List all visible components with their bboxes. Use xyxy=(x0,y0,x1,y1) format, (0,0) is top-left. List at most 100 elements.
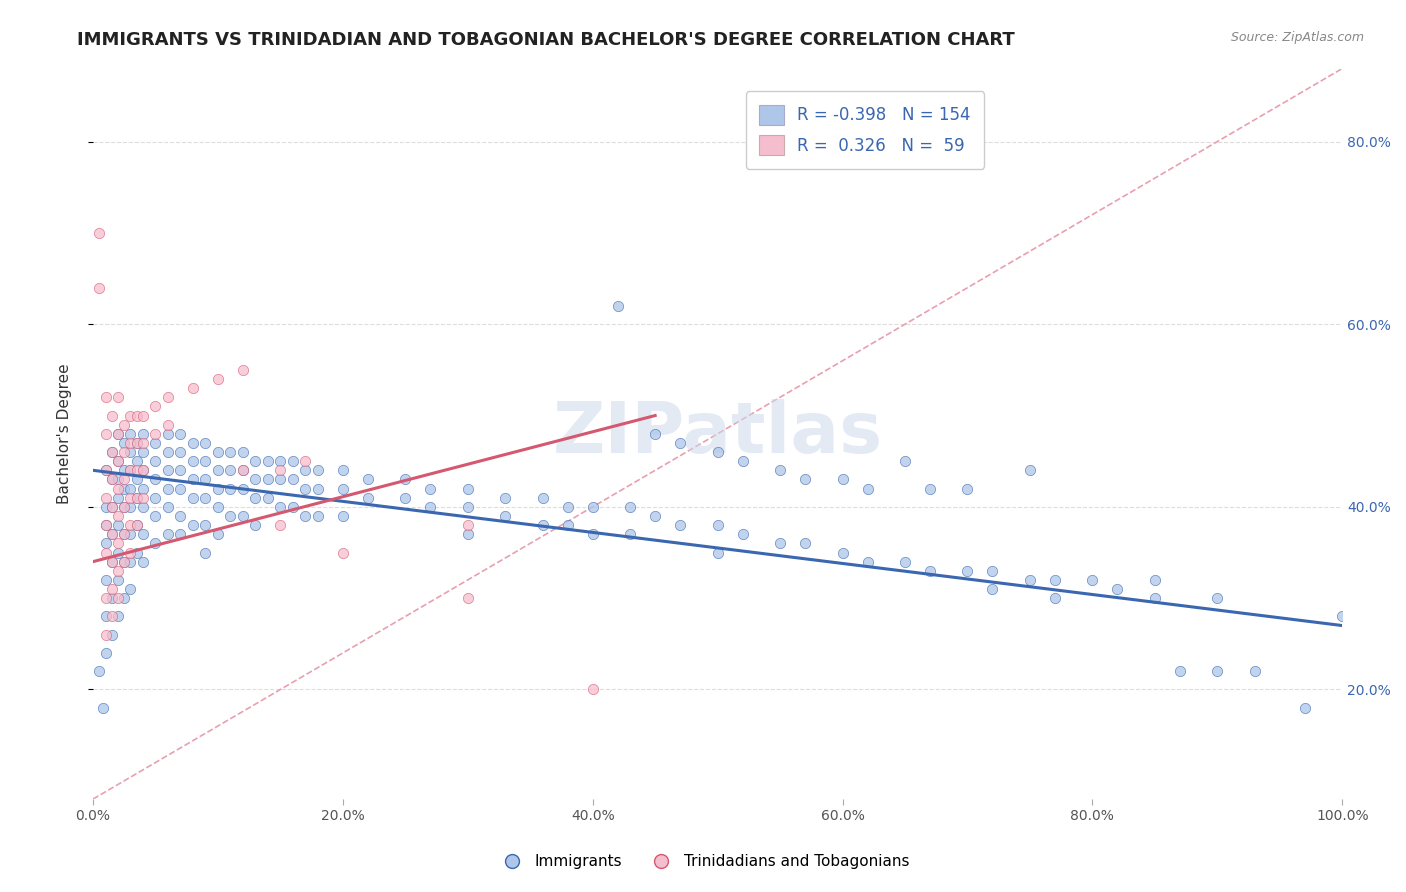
Point xyxy=(794,536,817,550)
Point xyxy=(1294,700,1316,714)
Point xyxy=(956,482,979,496)
Point xyxy=(245,473,267,487)
Point xyxy=(145,426,167,441)
Point xyxy=(706,518,728,533)
Point xyxy=(89,281,111,295)
Point xyxy=(1243,664,1265,678)
Point xyxy=(100,527,122,541)
Point xyxy=(112,555,135,569)
Point xyxy=(1331,609,1354,624)
Point xyxy=(107,454,129,468)
Point xyxy=(918,564,941,578)
Point xyxy=(89,664,111,678)
Point xyxy=(100,555,122,569)
Point xyxy=(120,482,142,496)
Point xyxy=(856,482,879,496)
Point xyxy=(91,700,114,714)
Text: ZIPatlas: ZIPatlas xyxy=(553,400,883,468)
Point xyxy=(207,372,229,386)
Point xyxy=(232,445,254,459)
Point xyxy=(125,409,148,423)
Point xyxy=(232,508,254,523)
Point xyxy=(1143,573,1166,587)
Point xyxy=(112,445,135,459)
Point xyxy=(145,508,167,523)
Point xyxy=(94,545,117,559)
Point xyxy=(457,527,479,541)
Point xyxy=(232,463,254,477)
Point xyxy=(145,400,167,414)
Point xyxy=(120,436,142,450)
Point xyxy=(207,482,229,496)
Point xyxy=(145,436,167,450)
Point xyxy=(1206,591,1229,606)
Point xyxy=(457,500,479,514)
Point xyxy=(194,491,217,505)
Point xyxy=(269,473,291,487)
Point xyxy=(831,545,853,559)
Point xyxy=(332,482,354,496)
Point xyxy=(112,500,135,514)
Point xyxy=(94,573,117,587)
Point xyxy=(294,463,316,477)
Point xyxy=(606,299,628,313)
Point xyxy=(120,545,142,559)
Point xyxy=(457,518,479,533)
Point xyxy=(269,500,291,514)
Point xyxy=(1206,664,1229,678)
Point xyxy=(132,491,155,505)
Point xyxy=(731,454,754,468)
Point xyxy=(132,527,155,541)
Point xyxy=(120,409,142,423)
Point xyxy=(94,591,117,606)
Point xyxy=(107,591,129,606)
Point xyxy=(100,555,122,569)
Point xyxy=(981,564,1004,578)
Point xyxy=(156,500,179,514)
Point xyxy=(112,436,135,450)
Point xyxy=(194,518,217,533)
Point xyxy=(207,445,229,459)
Point xyxy=(94,518,117,533)
Point xyxy=(531,491,554,505)
Point xyxy=(107,564,129,578)
Point xyxy=(181,491,204,505)
Point xyxy=(125,491,148,505)
Point xyxy=(219,445,242,459)
Point xyxy=(394,473,416,487)
Point xyxy=(1019,463,1042,477)
Point xyxy=(669,436,692,450)
Point xyxy=(457,591,479,606)
Point xyxy=(107,454,129,468)
Point xyxy=(245,454,267,468)
Point xyxy=(120,555,142,569)
Point xyxy=(125,518,148,533)
Point xyxy=(169,445,191,459)
Legend: Immigrants, Trinidadians and Tobagonians: Immigrants, Trinidadians and Tobagonians xyxy=(491,848,915,875)
Point xyxy=(307,463,329,477)
Point xyxy=(281,500,304,514)
Legend: R = -0.398   N = 154, R =  0.326   N =  59: R = -0.398 N = 154, R = 0.326 N = 59 xyxy=(745,92,984,169)
Point xyxy=(181,473,204,487)
Point xyxy=(557,500,579,514)
Point xyxy=(169,426,191,441)
Point xyxy=(100,409,122,423)
Point xyxy=(956,564,979,578)
Point xyxy=(918,482,941,496)
Point xyxy=(156,390,179,404)
Point xyxy=(582,527,605,541)
Point xyxy=(145,491,167,505)
Point xyxy=(307,508,329,523)
Point xyxy=(232,482,254,496)
Point xyxy=(1168,664,1191,678)
Point xyxy=(257,454,280,468)
Point xyxy=(332,545,354,559)
Point xyxy=(1019,573,1042,587)
Point xyxy=(207,500,229,514)
Point xyxy=(394,491,416,505)
Point xyxy=(107,573,129,587)
Point xyxy=(269,518,291,533)
Point xyxy=(194,454,217,468)
Point xyxy=(169,463,191,477)
Point xyxy=(107,482,129,496)
